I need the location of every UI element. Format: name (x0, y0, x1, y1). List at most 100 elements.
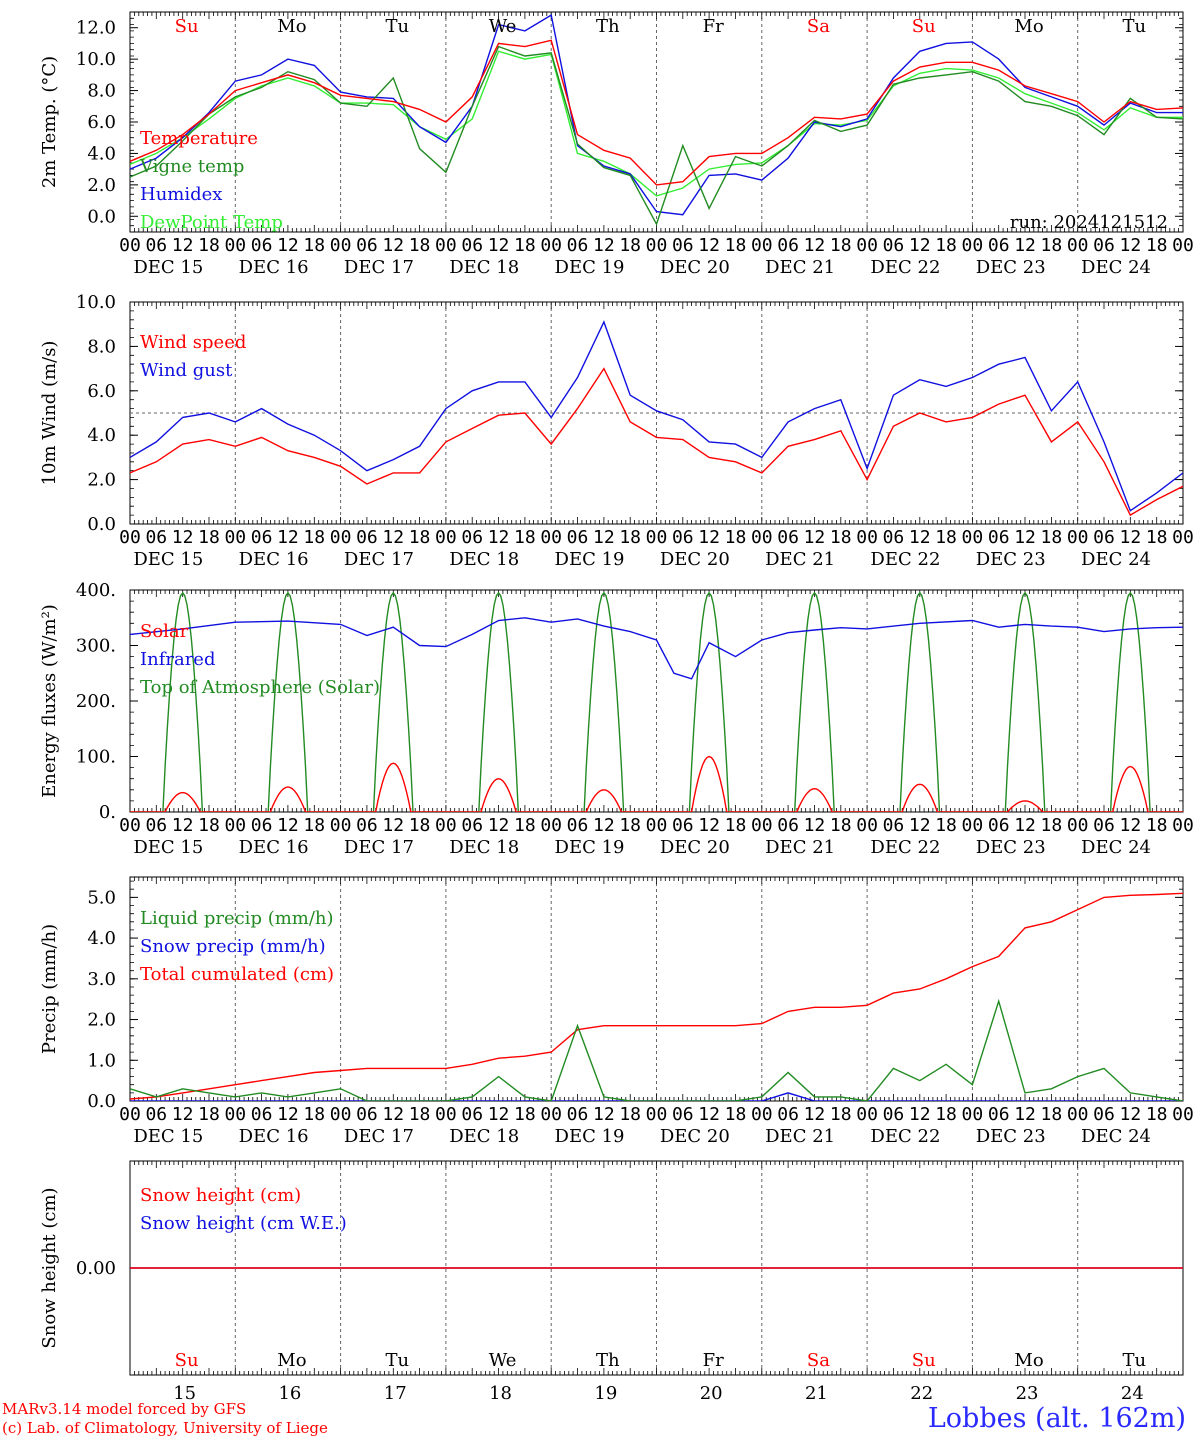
precip-ytick-label: 0.0 (87, 1091, 116, 1112)
precip-day-label: DEC 15 (133, 1126, 203, 1147)
temp-hour-label: 06 (251, 235, 273, 256)
energy-hour-label: 00 (751, 815, 773, 836)
energy-legend-entry: Top of Atmosphere (Solar) (140, 677, 380, 698)
day-number-label: 21 (805, 1383, 828, 1404)
wind-legend-entry: Wind speed (140, 332, 246, 353)
wind-hour-label: 12 (1120, 527, 1142, 548)
temp-legend-entry: Humidex (140, 184, 222, 205)
snow-legend-entry: Snow height (cm W.E.) (140, 1213, 347, 1234)
run-label: run: 2024121512 (1010, 212, 1168, 233)
temp-hour-label: 18 (725, 235, 747, 256)
temp-series-vigne-temp (130, 45, 1183, 226)
precip-hour-label: 12 (804, 1104, 826, 1125)
energy-series-infrared (130, 617, 1183, 680)
temp-hour-label: 00 (1172, 235, 1194, 256)
precip-hour-label: 06 (883, 1104, 905, 1125)
wind-hour-label: 18 (514, 527, 536, 548)
energy-hour-label: 06 (777, 815, 799, 836)
precip-legend-entry: Snow precip (mm/h) (140, 936, 326, 957)
day-number-label: 16 (278, 1383, 301, 1404)
weekday-label-bottom: We (489, 1350, 517, 1371)
weekday-label-top: We (489, 16, 517, 37)
temp-hour-label: 12 (1120, 235, 1142, 256)
weekday-label-bottom: Su (175, 1350, 199, 1371)
wind-hour-label: 06 (1093, 527, 1115, 548)
energy-day-label: DEC 19 (555, 837, 625, 858)
precip-day-label: DEC 21 (765, 1126, 835, 1147)
temp-ytick-label: 12.0 (76, 18, 116, 39)
energy-hour-label: 00 (1067, 815, 1089, 836)
temp-hour-label: 06 (883, 235, 905, 256)
precip-hour-label: 06 (145, 1104, 167, 1125)
wind-ytick-label: 10.0 (76, 292, 116, 313)
day-number-label: 23 (1016, 1383, 1039, 1404)
precip-series-liquid-precip-mm-h (130, 998, 1183, 1101)
wind-ytick-label: 4.0 (87, 425, 116, 446)
temp-ytick-label: 0.0 (87, 206, 116, 227)
temp-hour-label: 12 (382, 235, 404, 256)
precip-day-label: DEC 18 (449, 1126, 519, 1147)
wind-hour-label: 00 (962, 527, 984, 548)
energy-hour-label: 12 (488, 815, 510, 836)
precip-hour-label: 12 (1014, 1104, 1036, 1125)
wind-hour-label: 00 (540, 527, 562, 548)
wind-ytick-label: 0.0 (87, 514, 116, 535)
day-number-label: 17 (384, 1383, 407, 1404)
wind-hour-label: 06 (356, 527, 378, 548)
energy-hour-label: 12 (804, 815, 826, 836)
precip-hour-label: 12 (909, 1104, 931, 1125)
energy-hour-label: 00 (1172, 815, 1194, 836)
temp-hour-label: 00 (119, 235, 141, 256)
temp-hour-label: 00 (224, 235, 246, 256)
weekday-label-bottom: Sa (807, 1350, 830, 1371)
energy-hour-label: 06 (883, 815, 905, 836)
energy-ytick-label: 400. (76, 580, 116, 601)
wind-day-label: DEC 15 (133, 549, 203, 570)
temp-hour-label: 18 (198, 235, 220, 256)
temp-hour-label: 18 (409, 235, 431, 256)
wind-hour-label: 06 (777, 527, 799, 548)
day-number-label: 19 (594, 1383, 617, 1404)
temp-legend-entry: Vigne temp (139, 156, 244, 177)
snow-legend-entry: Snow height (cm) (140, 1185, 301, 1206)
wind-hour-label: 18 (935, 527, 957, 548)
precip-hour-label: 00 (646, 1104, 668, 1125)
temp-hour-label: 06 (672, 235, 694, 256)
energy-hour-label: 18 (303, 815, 325, 836)
weekday-label-bottom: Mo (277, 1350, 306, 1371)
precip-hour-label: 18 (303, 1104, 325, 1125)
energy-hour-label: 18 (619, 815, 641, 836)
precip-hour-label: 06 (672, 1104, 694, 1125)
temp-ytick-label: 6.0 (87, 112, 116, 133)
weekday-label-bottom: Tu (385, 1350, 409, 1371)
precip-ytick-label: 2.0 (87, 1010, 116, 1031)
precip-ytick-label: 4.0 (87, 928, 116, 949)
wind-day-label: DEC 19 (555, 549, 625, 570)
temp-hour-label: 18 (830, 235, 852, 256)
energy-hour-label: 12 (1014, 815, 1036, 836)
energy-day-label: DEC 17 (344, 837, 414, 858)
temp-series-dewpoint-temp (130, 50, 1183, 197)
wind-hour-label: 06 (145, 527, 167, 548)
temp-ylabel: 2m Temp. (°C) (39, 56, 60, 188)
wind-hour-label: 12 (698, 527, 720, 548)
wind-ytick-label: 6.0 (87, 381, 116, 402)
precip-day-label: DEC 17 (344, 1126, 414, 1147)
precip-day-label: DEC 16 (239, 1126, 309, 1147)
weekday-label-top: Sa (807, 16, 830, 37)
energy-hour-label: 00 (119, 815, 141, 836)
energy-ylabel: Energy fluxes (W/m²) (39, 604, 60, 798)
temp-hour-label: 12 (488, 235, 510, 256)
precip-hour-label: 18 (514, 1104, 536, 1125)
model-credit-line2: (c) Lab. of Climatology, University of L… (2, 1419, 328, 1437)
weekday-label-top: Mo (1014, 16, 1043, 37)
energy-hour-label: 18 (198, 815, 220, 836)
temp-hour-label: 18 (1041, 235, 1063, 256)
wind-hour-label: 06 (883, 527, 905, 548)
energy-series-top-of-atmosphere-solar (130, 591, 1183, 812)
temp-day-label: DEC 19 (555, 257, 625, 278)
wind-hour-label: 12 (1014, 527, 1036, 548)
precip-hour-label: 06 (567, 1104, 589, 1125)
wind-hour-label: 00 (856, 527, 878, 548)
precip-hour-label: 06 (988, 1104, 1010, 1125)
